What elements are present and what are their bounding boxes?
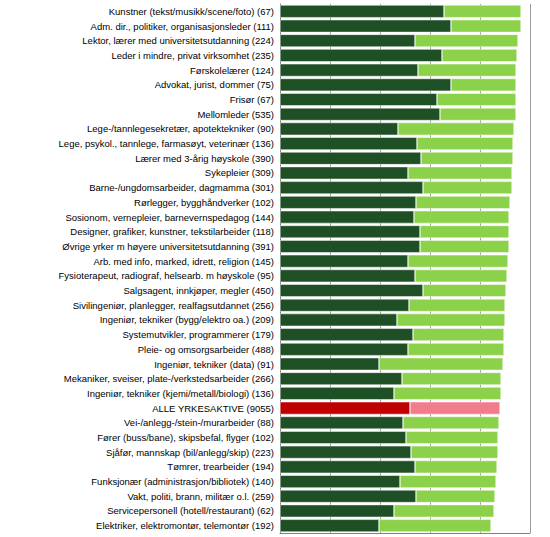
svg-text:Tømrer, trearbeider (194): Tømrer, trearbeider (194) [167,461,274,472]
svg-text:ALLE YRKESAKTIVE (9055): ALLE YRKESAKTIVE (9055) [152,403,274,414]
svg-text:Arb. med info, marked, idrett,: Arb. med info, marked, idrett, religion … [93,256,274,267]
svg-text:Elektriker, elektromontør, tel: Elektriker, elektromontør, telemontør (1… [96,520,274,531]
svg-text:Rørlegger, bygghåndverker (102: Rørlegger, bygghåndverker (102) [134,197,274,208]
svg-text:Pleie- og omsorgsarbeider (488: Pleie- og omsorgsarbeider (488) [138,344,274,355]
svg-text:Funksjonær (administrasjon/bib: Funksjonær (administrasjon/bibliotek) (1… [91,476,274,487]
svg-text:Frisør (67): Frisør (67) [230,94,274,105]
svg-text:Sykepleier (309): Sykepleier (309) [205,167,274,178]
svg-text:Fører (buss/bane), skipsbefal,: Fører (buss/bane), skipsbefal, flyger (1… [97,432,274,443]
svg-text:Salgsagent, innkjøper, megler: Salgsagent, innkjøper, megler (450) [124,285,275,296]
svg-text:Sivilingeniør, planlegger, rea: Sivilingeniør, planlegger, realfagsutdan… [73,300,274,311]
svg-text:Lege, psykol., tannlege, farma: Lege, psykol., tannlege, farmasøyt, vete… [59,138,274,149]
svg-text:Kunstner (tekst/musikk/scene/f: Kunstner (tekst/musikk/scene/foto) (67) [109,6,274,17]
svg-text:Leder i mindre, privat virksom: Leder i mindre, privat virksomhet (235) [111,50,274,61]
svg-text:Vei-/anlegg-/stein-/murarbeide: Vei-/anlegg-/stein-/murarbeider (88) [124,417,274,428]
svg-text:Førskolelærer (124): Førskolelærer (124) [190,65,274,76]
svg-text:Systemutvikler, programmerer (: Systemutvikler, programmerer (179) [122,329,274,340]
svg-text:Fysioterapeut, radiograf, hels: Fysioterapeut, radiograf, helsearb. m hø… [59,270,274,281]
svg-text:Øvrige yrker m høyere universi: Øvrige yrker m høyere universitetsutdann… [62,241,274,252]
svg-text:Vakt, politi, brann, militær o: Vakt, politi, brann, militær o.l. (259) [127,491,274,502]
svg-text:Ingeniør, tekniker (bygg/elekt: Ingeniør, tekniker (bygg/elektro oa.) (2… [100,314,274,325]
svg-text:Lærer med 3-årig høyskole (390: Lærer med 3-årig høyskole (390) [135,153,274,164]
svg-text:Mellomleder (535): Mellomleder (535) [197,109,274,120]
svg-text:Servicepersonell (hotell/resta: Servicepersonell (hotell/restaurant) (62… [107,505,274,516]
svg-text:Designer, grafiker, kunstner,: Designer, grafiker, kunstner, tekstilarb… [70,226,274,237]
svg-text:Advokat, jurist, dommer (75): Advokat, jurist, dommer (75) [155,79,274,90]
svg-text:Sjåfør, mannskap (bil/anlegg/s: Sjåfør, mannskap (bil/anlegg/skip) (223) [106,447,274,458]
svg-text:Ingeniør, tekniker (data) (91): Ingeniør, tekniker (data) (91) [154,359,274,370]
svg-text:Ingeniør, tekniker (kjemi/meta: Ingeniør, tekniker (kjemi/metall/biologi… [87,388,274,399]
svg-text:Barne-/ungdomsarbeider, dagmam: Barne-/ungdomsarbeider, dagmamma (301) [89,182,274,193]
svg-text:Sosionom, vernepleier, barneve: Sosionom, vernepleier, barnevernspedagog… [65,212,274,223]
svg-text:Lektor, lærer med universitets: Lektor, lærer med universitetsutdanning … [82,35,274,46]
svg-text:Mekaniker, sveiser, plate-/ver: Mekaniker, sveiser, plate-/verkstedsarbe… [64,373,274,384]
svg-text:Adm. dir., politiker, organisa: Adm. dir., politiker, organisasjonsleder… [91,21,274,32]
svg-text:Lege-/tannlegesekretær, apotek: Lege-/tannlegesekretær, apotektekniker (… [87,123,274,134]
